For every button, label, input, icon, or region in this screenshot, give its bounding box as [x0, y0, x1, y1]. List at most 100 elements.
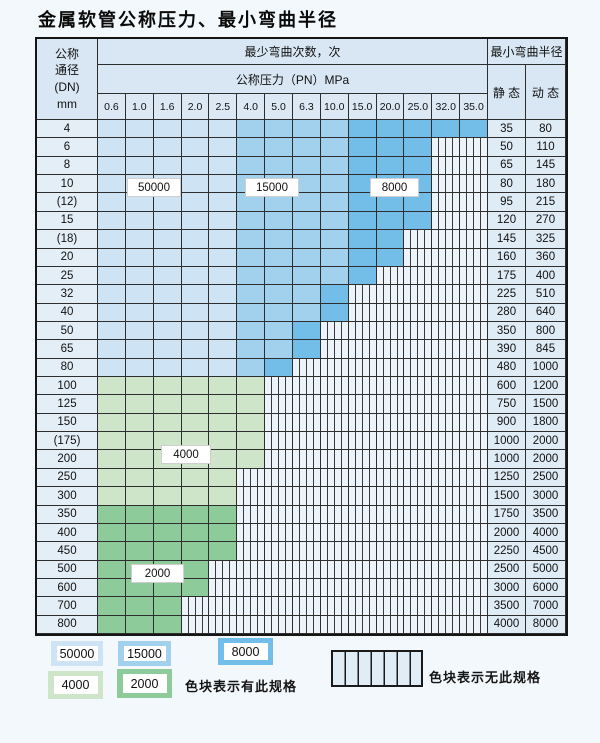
dynamic-radius-cell: 1000: [526, 358, 566, 377]
no-spec-cell: [348, 560, 377, 579]
cycle-count-label: 50000: [127, 178, 181, 197]
cycle-spec-cell: [209, 432, 238, 451]
cycle-spec-cell: [98, 450, 126, 469]
cycle-spec-cell: [153, 505, 182, 524]
no-spec-cell: [376, 560, 405, 579]
cycle-spec-cell: [209, 138, 238, 157]
cycle-spec-cell: [181, 523, 210, 543]
pressure-tick: 2.0: [181, 94, 210, 120]
dynamic-radius-cell: 845: [526, 340, 566, 359]
cycle-spec-cell: [125, 358, 154, 377]
no-spec-cell: [237, 597, 266, 616]
no-spec-cell: [432, 413, 461, 433]
cycle-spec-cell: [125, 285, 154, 304]
no-spec-cell: [209, 615, 238, 634]
static-radius-cell: 65: [488, 156, 526, 176]
legend-swatch-15000: 15000: [118, 641, 171, 666]
cycle-spec-cell: [98, 358, 126, 377]
dynamic-radius-cell: 8000: [526, 615, 566, 634]
no-spec-cell: [293, 395, 321, 414]
pressure-tick: 32.0: [432, 94, 461, 120]
no-spec-cell: [376, 321, 405, 341]
pressure-tick: 2.5: [209, 94, 238, 120]
dn-cell: 125: [37, 395, 98, 414]
no-spec-cell: [237, 615, 266, 634]
no-spec-cell: [320, 358, 349, 377]
cycle-spec-cell: [153, 120, 182, 139]
cycle-spec-cell: [293, 230, 321, 249]
cycle-spec-cell: [348, 156, 377, 176]
no-spec-cell: [265, 505, 293, 524]
cycle-spec-cell: [376, 211, 405, 231]
pressure-tick: 20.0: [376, 94, 405, 120]
cycle-spec-cell: [181, 377, 210, 396]
no-spec-cell: [460, 285, 488, 304]
legend-swatch-4000: 4000: [48, 671, 103, 699]
cycle-spec-cell: [153, 413, 182, 433]
cycle-spec-cell: [293, 193, 321, 212]
no-spec-cell: [376, 358, 405, 377]
dynamic-radius-cell: 360: [526, 248, 566, 267]
cycle-spec-cell: [265, 248, 293, 267]
no-spec-cell: [460, 175, 488, 194]
cycle-spec-cell: [237, 138, 266, 157]
dn-cell: 200: [37, 450, 98, 469]
pressure-tick: 6.3: [293, 94, 321, 120]
no-spec-cell: [348, 505, 377, 524]
cycle-spec-cell: [209, 542, 238, 561]
dn-cell: 450: [37, 542, 98, 561]
cycle-spec-cell: [98, 597, 126, 616]
static-radius-cell: 600: [488, 377, 526, 396]
cycle-spec-cell: [209, 193, 238, 212]
cycle-spec-cell: [237, 432, 266, 451]
no-spec-cell: [404, 615, 433, 634]
cycle-spec-cell: [460, 120, 488, 139]
no-spec-cell: [348, 321, 377, 341]
pressure-tick: 10.0: [320, 94, 349, 120]
no-spec-cell: [265, 615, 293, 634]
has-spec-note: 色块表示有此规格: [185, 679, 298, 694]
cycle-spec-cell: [209, 468, 238, 488]
cycle-spec-cell: [98, 340, 126, 359]
dynamic-radius-cell: 7000: [526, 597, 566, 616]
no-spec-cell: [320, 542, 349, 561]
no-spec-note: 色块表示无此规格: [429, 670, 542, 685]
static-radius-cell: 50: [488, 138, 526, 157]
no-spec-cell: [404, 285, 433, 304]
no-spec-cell: [237, 542, 266, 561]
dynamic-radius-cell: 145: [526, 156, 566, 176]
no-spec-cell: [209, 560, 238, 579]
no-spec-cell: [432, 615, 461, 634]
dynamic-radius-cell: 3500: [526, 505, 566, 524]
cycle-spec-cell: [98, 578, 126, 598]
cycle-spec-cell: [237, 413, 266, 433]
no-spec-cell: [320, 432, 349, 451]
dn-cell: 20: [37, 248, 98, 267]
cycle-spec-cell: [98, 542, 126, 561]
pressure-tick: 15.0: [348, 94, 377, 120]
no-spec-cell: [432, 230, 461, 249]
static-radius-cell: 2500: [488, 560, 526, 579]
no-spec-cell: [460, 597, 488, 616]
cycle-spec-cell: [98, 193, 126, 212]
cycle-spec-cell: [181, 321, 210, 341]
pressure-tick: 35.0: [460, 94, 488, 120]
no-spec-cell: [376, 395, 405, 414]
cycle-spec-cell: [153, 303, 182, 322]
no-spec-cell: [460, 266, 488, 286]
no-spec-cell: [432, 340, 461, 359]
no-spec-cell: [265, 450, 293, 469]
no-spec-cell: [348, 450, 377, 469]
cycle-spec-cell: [98, 468, 126, 488]
cycle-spec-cell: [237, 193, 266, 212]
cycle-spec-cell: [125, 120, 154, 139]
cycle-spec-cell: [209, 175, 238, 194]
no-spec-cell: [376, 505, 405, 524]
cycle-spec-cell: [181, 211, 210, 231]
no-spec-cell: [348, 340, 377, 359]
cycle-spec-cell: [181, 285, 210, 304]
no-spec-cell: [404, 303, 433, 322]
cycle-spec-cell: [181, 413, 210, 433]
cycle-spec-cell: [293, 120, 321, 139]
no-spec-cell: [209, 578, 238, 598]
